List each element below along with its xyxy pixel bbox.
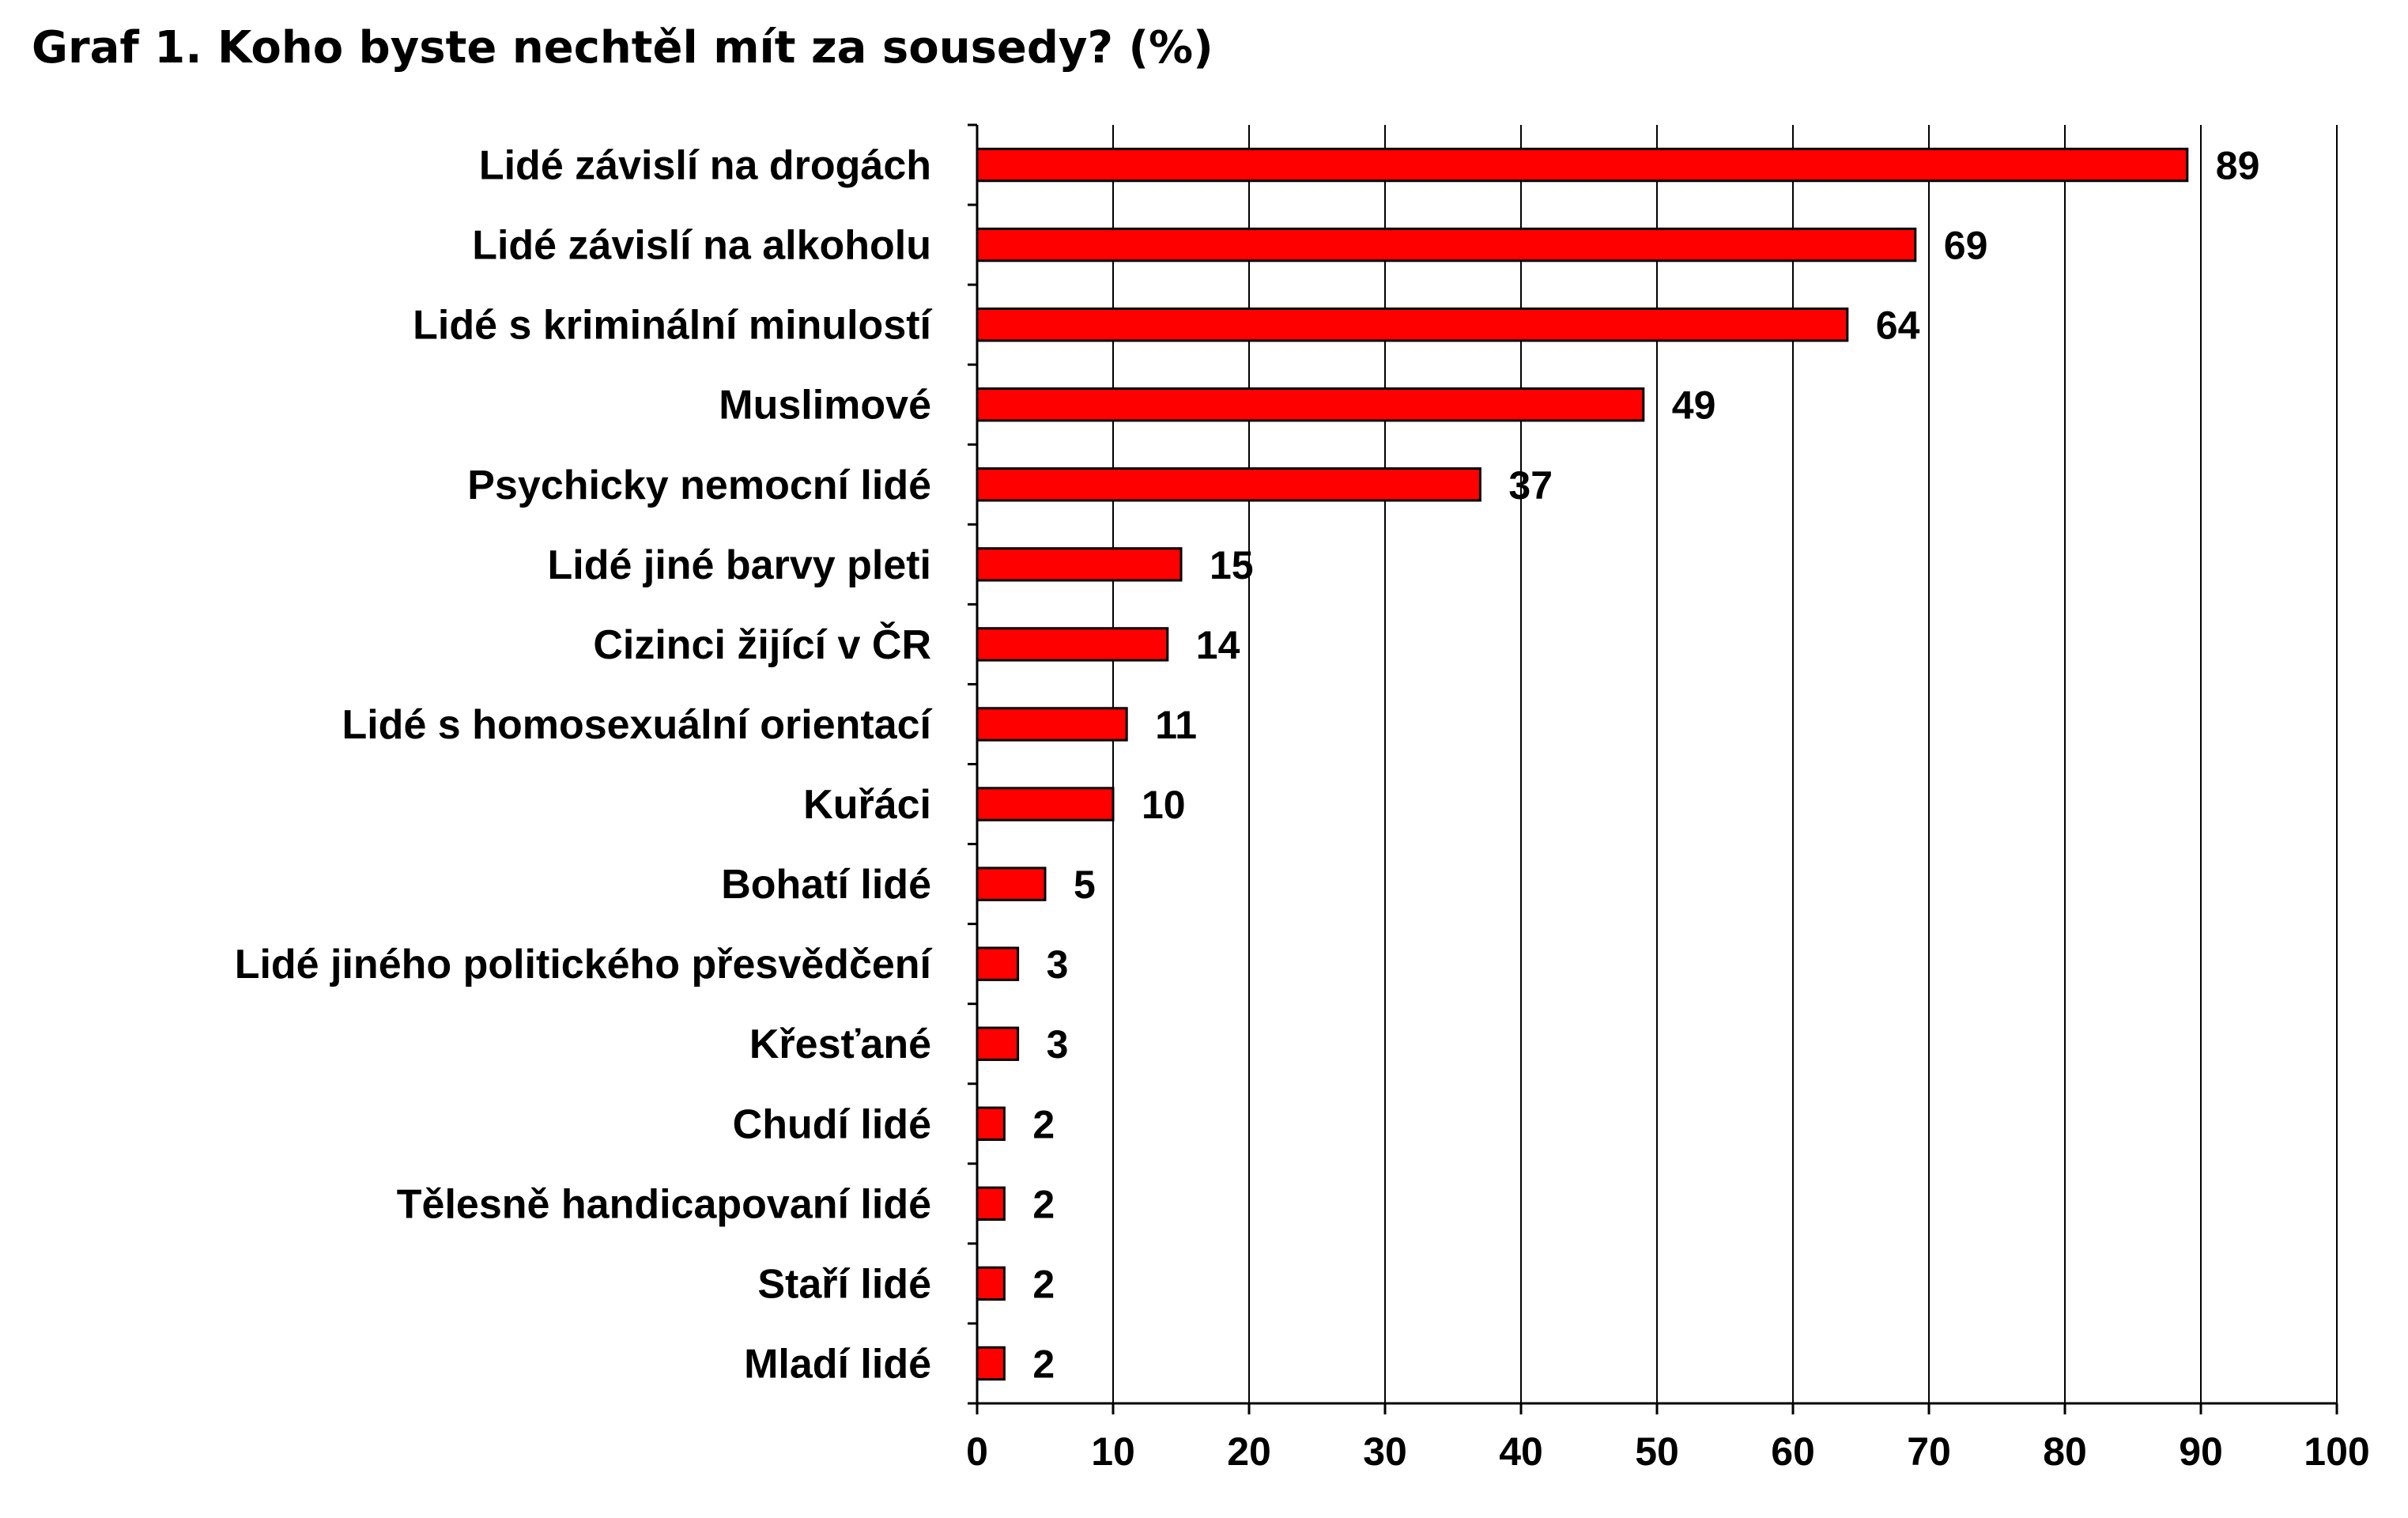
- value-label: 11: [1155, 703, 1197, 747]
- value-label: 2: [1032, 1262, 1055, 1306]
- x-tick-label: 40: [1499, 1429, 1543, 1474]
- bar: [976, 787, 1115, 821]
- bar: [976, 867, 1047, 901]
- x-tick-label: 0: [966, 1429, 988, 1474]
- category-label: Lidé jiné barvy pleti: [548, 542, 931, 588]
- value-label: 69: [1944, 224, 1988, 268]
- value-label: 3: [1047, 942, 1069, 987]
- value-label: 49: [1672, 383, 1716, 428]
- category-label: Psychicky nemocní lidé: [467, 463, 931, 508]
- category-label: Mladí lidé: [744, 1341, 931, 1387]
- bar: [976, 547, 1183, 582]
- category-label: Bohatí lidé: [721, 862, 931, 908]
- bar: [976, 227, 1917, 262]
- category-label: Staří lidé: [757, 1261, 931, 1307]
- category-label: Lidé závislí na drogách: [479, 143, 931, 189]
- x-tick-label: 80: [2043, 1429, 2087, 1474]
- x-tick-label: 30: [1363, 1429, 1407, 1474]
- category-label: Kuřáci: [803, 782, 931, 828]
- bar: [976, 1186, 1006, 1222]
- x-tick-label: 90: [2179, 1429, 2223, 1474]
- category-label: Muslimové: [719, 383, 931, 429]
- value-label: 37: [1508, 463, 1553, 508]
- category-label: Tělesně handicapovaní lidé: [397, 1181, 931, 1227]
- category-label: Křesťané: [749, 1021, 931, 1067]
- category-label: Chudí lidé: [733, 1101, 931, 1147]
- bar: [976, 467, 1481, 502]
- x-tick-label: 20: [1227, 1429, 1271, 1474]
- x-tick-label: 100: [2304, 1429, 2369, 1474]
- x-tick-label: 60: [1771, 1429, 1815, 1474]
- bars: [976, 147, 2189, 1381]
- value-label: 2: [1032, 1182, 1055, 1226]
- bar: [976, 1106, 1006, 1141]
- category-label: Lidé jiného politického přesvědčení: [235, 942, 933, 987]
- bar: [976, 627, 1169, 662]
- category-label: Lidé s homosexuální orientací: [342, 702, 932, 748]
- value-label: 64: [1876, 304, 1920, 348]
- value-label: 14: [1196, 623, 1240, 667]
- value-label: 2: [1032, 1102, 1055, 1146]
- bar: [976, 1266, 1006, 1301]
- bar: [976, 307, 1849, 342]
- value-label: 89: [2216, 144, 2260, 188]
- category-label: Lidé závislí na alkoholu: [472, 223, 931, 269]
- value-label: 2: [1032, 1342, 1055, 1386]
- value-label: 5: [1074, 863, 1096, 907]
- category-label: Cizinci žijící v ČR: [593, 621, 931, 668]
- value-label: 10: [1142, 783, 1186, 827]
- value-label: 3: [1047, 1022, 1069, 1067]
- bar: [976, 387, 1645, 422]
- bar: [976, 707, 1128, 742]
- x-tick-label: 50: [1635, 1429, 1679, 1474]
- bar: [976, 1026, 1020, 1061]
- chart-title: Graf 1. Koho byste nechtěl mít za soused…: [32, 22, 1213, 74]
- bar: [976, 147, 2189, 183]
- bar: [976, 946, 1020, 981]
- x-tick-label: 70: [1907, 1429, 1951, 1474]
- labels: 0 10 20 30 40 50 60 70 80 90 100 Lidé závislí na dr…: [235, 143, 2370, 1474]
- x-tick-label: 10: [1091, 1429, 1135, 1474]
- category-label: Lidé s kriminální minulostí: [413, 303, 932, 349]
- value-label: 15: [1210, 543, 1254, 587]
- bar: [976, 1346, 1006, 1381]
